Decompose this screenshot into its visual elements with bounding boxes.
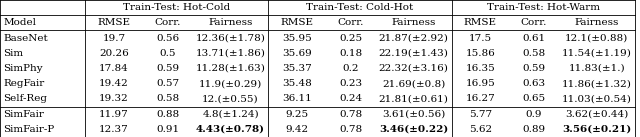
Text: 12.1(±0.88): 12.1(±0.88) bbox=[565, 34, 628, 43]
Text: 0.56: 0.56 bbox=[156, 34, 179, 43]
Text: 20.26: 20.26 bbox=[99, 49, 129, 58]
Text: SimFair: SimFair bbox=[3, 110, 44, 119]
Text: Fairness: Fairness bbox=[575, 18, 619, 27]
Text: 35.48: 35.48 bbox=[282, 79, 312, 88]
Text: 36.11: 36.11 bbox=[282, 94, 312, 103]
Text: 0.9: 0.9 bbox=[526, 110, 542, 119]
Text: 5.77: 5.77 bbox=[468, 110, 492, 119]
Text: 0.61: 0.61 bbox=[522, 34, 545, 43]
Text: 35.95: 35.95 bbox=[282, 34, 312, 43]
Text: SimFair-P: SimFair-P bbox=[3, 125, 54, 134]
Text: Model: Model bbox=[3, 18, 36, 27]
Text: 16.95: 16.95 bbox=[465, 79, 495, 88]
Text: SimPhy: SimPhy bbox=[3, 64, 43, 73]
Text: 11.9(±0.29): 11.9(±0.29) bbox=[199, 79, 262, 88]
Text: Corr.: Corr. bbox=[338, 18, 364, 27]
Text: Train-Test: Hot-Cold: Train-Test: Hot-Cold bbox=[123, 3, 230, 12]
Text: 0.89: 0.89 bbox=[522, 125, 545, 134]
Text: 0.23: 0.23 bbox=[339, 79, 362, 88]
Text: BaseNet: BaseNet bbox=[3, 34, 48, 43]
Text: 9.25: 9.25 bbox=[285, 110, 308, 119]
Text: 0.5: 0.5 bbox=[159, 49, 176, 58]
Text: 22.19(±1.43): 22.19(±1.43) bbox=[379, 49, 449, 58]
Text: 0.2: 0.2 bbox=[342, 64, 359, 73]
Text: Self-Reg: Self-Reg bbox=[3, 94, 47, 103]
Text: 0.88: 0.88 bbox=[156, 110, 179, 119]
Text: 0.78: 0.78 bbox=[339, 125, 362, 134]
Text: 15.86: 15.86 bbox=[465, 49, 495, 58]
Text: 0.58: 0.58 bbox=[522, 49, 545, 58]
Text: 3.62(±0.44): 3.62(±0.44) bbox=[565, 110, 628, 119]
Text: 11.86(±1.32): 11.86(±1.32) bbox=[562, 79, 632, 88]
Text: RMSE: RMSE bbox=[97, 18, 131, 27]
Text: 0.18: 0.18 bbox=[339, 49, 362, 58]
Text: Train-Test: Cold-Hot: Train-Test: Cold-Hot bbox=[307, 3, 413, 12]
Text: Fairness: Fairness bbox=[208, 18, 253, 27]
Text: 3.56(±0.21): 3.56(±0.21) bbox=[562, 125, 632, 134]
Text: 13.71(±1.86): 13.71(±1.86) bbox=[196, 49, 266, 58]
Text: 11.03(±0.54): 11.03(±0.54) bbox=[562, 94, 632, 103]
Text: 3.61(±0.56): 3.61(±0.56) bbox=[382, 110, 445, 119]
Text: Corr.: Corr. bbox=[154, 18, 181, 27]
Text: 4.43(±0.78): 4.43(±0.78) bbox=[196, 125, 265, 134]
Text: 22.32(±3.16): 22.32(±3.16) bbox=[379, 64, 449, 73]
Text: 5.62: 5.62 bbox=[468, 125, 492, 134]
Text: 21.69(±0.8): 21.69(±0.8) bbox=[382, 79, 445, 88]
Text: 11.97: 11.97 bbox=[99, 110, 129, 119]
Text: 0.25: 0.25 bbox=[339, 34, 362, 43]
Text: 16.35: 16.35 bbox=[465, 64, 495, 73]
Text: 19.32: 19.32 bbox=[99, 94, 129, 103]
Text: 0.78: 0.78 bbox=[339, 110, 362, 119]
Text: Corr.: Corr. bbox=[521, 18, 547, 27]
Text: 21.81(±0.61): 21.81(±0.61) bbox=[379, 94, 449, 103]
Text: Train-Test: Hot-Warm: Train-Test: Hot-Warm bbox=[486, 3, 600, 12]
Text: 19.42: 19.42 bbox=[99, 79, 129, 88]
Text: 0.59: 0.59 bbox=[156, 64, 179, 73]
Text: 0.58: 0.58 bbox=[156, 94, 179, 103]
Text: 17.5: 17.5 bbox=[468, 34, 492, 43]
Text: Fairness: Fairness bbox=[392, 18, 436, 27]
Text: 12.37: 12.37 bbox=[99, 125, 129, 134]
Text: 35.37: 35.37 bbox=[282, 64, 312, 73]
Text: RegFair: RegFair bbox=[3, 79, 44, 88]
Text: RMSE: RMSE bbox=[281, 18, 314, 27]
Text: 0.24: 0.24 bbox=[339, 94, 362, 103]
Text: 35.69: 35.69 bbox=[282, 49, 312, 58]
Text: 3.46(±0.22): 3.46(±0.22) bbox=[379, 125, 448, 134]
Text: 0.57: 0.57 bbox=[156, 79, 179, 88]
Text: 0.65: 0.65 bbox=[522, 94, 545, 103]
Text: 11.54(±1.19): 11.54(±1.19) bbox=[562, 49, 632, 58]
Text: 11.83(±1.): 11.83(±1.) bbox=[568, 64, 625, 73]
Text: 9.42: 9.42 bbox=[285, 125, 308, 134]
Text: 0.59: 0.59 bbox=[522, 64, 545, 73]
Text: 0.91: 0.91 bbox=[156, 125, 179, 134]
Text: 0.63: 0.63 bbox=[522, 79, 545, 88]
Text: RMSE: RMSE bbox=[464, 18, 497, 27]
Text: 11.28(±1.63): 11.28(±1.63) bbox=[196, 64, 266, 73]
Text: 17.84: 17.84 bbox=[99, 64, 129, 73]
Text: 21.87(±2.92): 21.87(±2.92) bbox=[379, 34, 449, 43]
Text: 4.8(±1.24): 4.8(±1.24) bbox=[202, 110, 259, 119]
Text: 12.(±0.55): 12.(±0.55) bbox=[202, 94, 259, 103]
Text: 12.36(±1.78): 12.36(±1.78) bbox=[196, 34, 266, 43]
Text: 16.27: 16.27 bbox=[465, 94, 495, 103]
Text: Sim: Sim bbox=[3, 49, 23, 58]
Text: 19.7: 19.7 bbox=[102, 34, 125, 43]
